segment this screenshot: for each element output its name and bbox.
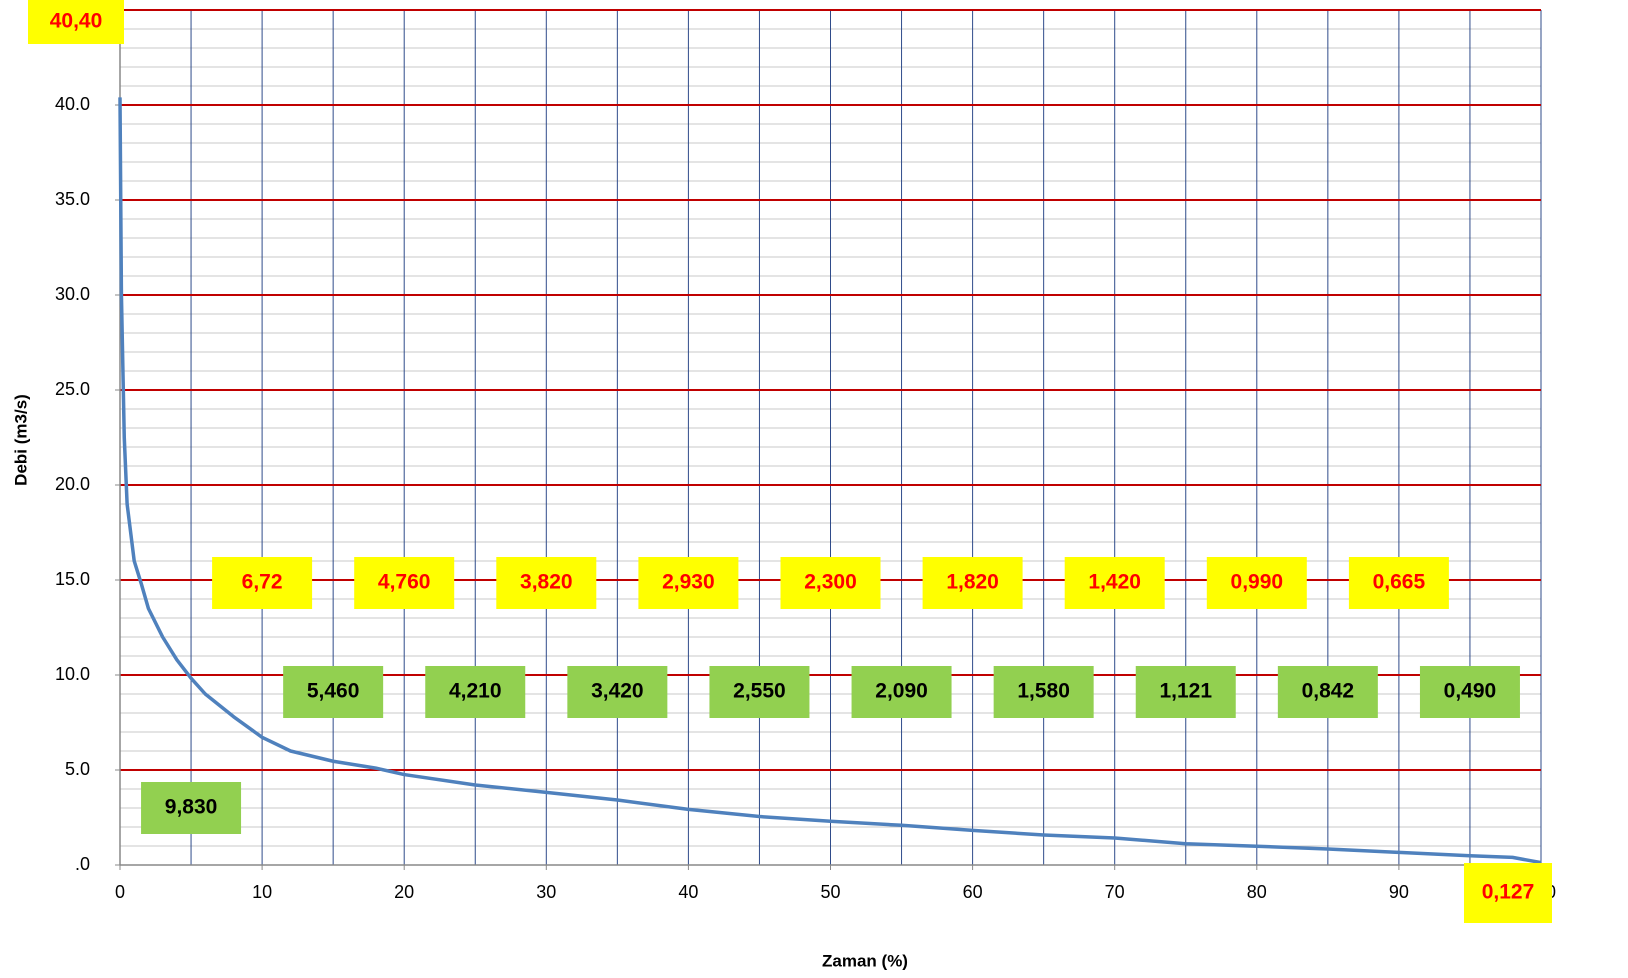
x-axis-title: Zaman (%): [822, 951, 908, 970]
y-tick-label: 5.0: [65, 759, 90, 779]
x-tick-label: 40: [678, 882, 698, 902]
annotation-label: 3,820: [520, 571, 573, 594]
annotation-label: 3,420: [591, 680, 644, 703]
x-tick-label: 60: [963, 882, 983, 902]
y-tick-label: .0: [75, 854, 90, 874]
x-tick-label: 20: [394, 882, 414, 902]
y-tick-label: 15.0: [55, 569, 90, 589]
annotation-label: 2,300: [804, 571, 857, 594]
annotation-label: 2,090: [875, 680, 928, 703]
green-label-box: [283, 666, 384, 718]
annotation-label: 1,121: [1159, 680, 1212, 703]
x-tick-label: 70: [1105, 882, 1125, 902]
annotation-label: 5,460: [307, 680, 360, 703]
y-tick-label: 10.0: [55, 664, 90, 684]
y-tick-label: 40.0: [55, 94, 90, 114]
green-label-box: [425, 666, 526, 718]
green-label-box: [141, 782, 242, 834]
green-label-box: [1135, 666, 1236, 718]
x-tick-label: 90: [1389, 882, 1409, 902]
green-label-box: [1419, 666, 1520, 718]
annotation-label: 1,820: [946, 571, 999, 594]
yellow-label-box: [1064, 557, 1165, 609]
annotation-label: 1,420: [1088, 571, 1141, 594]
green-label-box: [567, 666, 668, 718]
annotation-label: 4,210: [449, 680, 502, 703]
yellow-label-box: [496, 557, 597, 609]
green-label-box: [709, 666, 810, 718]
annotation-label: 0,990: [1231, 571, 1284, 594]
yellow-label-box: [212, 557, 313, 609]
yellow-label-box: [1348, 557, 1449, 609]
yellow-label-box: [780, 557, 881, 609]
yellow-label-box: [1464, 863, 1552, 923]
annotation-label: 6,72: [242, 571, 283, 594]
annotation-label: 2,930: [662, 571, 715, 594]
annotation-label: 4,760: [378, 571, 431, 594]
yellow-label-box: [922, 557, 1023, 609]
y-axis-title: Debi (m3/s): [11, 394, 30, 486]
yellow-label-box: [354, 557, 455, 609]
y-tick-label: 30.0: [55, 284, 90, 304]
y-tick-label: 35.0: [55, 189, 90, 209]
annotation-label: 1,580: [1017, 680, 1070, 703]
y-tick-label: 20.0: [55, 474, 90, 494]
annotation-label: 0,490: [1444, 680, 1497, 703]
y-tick-label: 25.0: [55, 379, 90, 399]
annotation-label: 0,665: [1373, 571, 1426, 594]
annotation-label: 9,830: [165, 796, 218, 819]
x-tick-label: 80: [1247, 882, 1267, 902]
x-tick-label: 0: [115, 882, 125, 902]
yellow-label-box: [1206, 557, 1307, 609]
annotation-label: 0,842: [1302, 680, 1355, 703]
x-tick-label: 30: [536, 882, 556, 902]
annotation-label: 40,40: [50, 10, 103, 33]
yellow-label-box: [28, 0, 124, 44]
annotation-label: 0,127: [1482, 881, 1535, 904]
green-label-box: [993, 666, 1094, 718]
x-tick-label: 50: [820, 882, 840, 902]
green-label-box: [1277, 666, 1378, 718]
green-label-box: [851, 666, 952, 718]
x-tick-label: 10: [252, 882, 272, 902]
flow-curve: [118, 97, 1542, 865]
yellow-label-box: [638, 557, 739, 609]
annotation-label: 2,550: [733, 680, 786, 703]
